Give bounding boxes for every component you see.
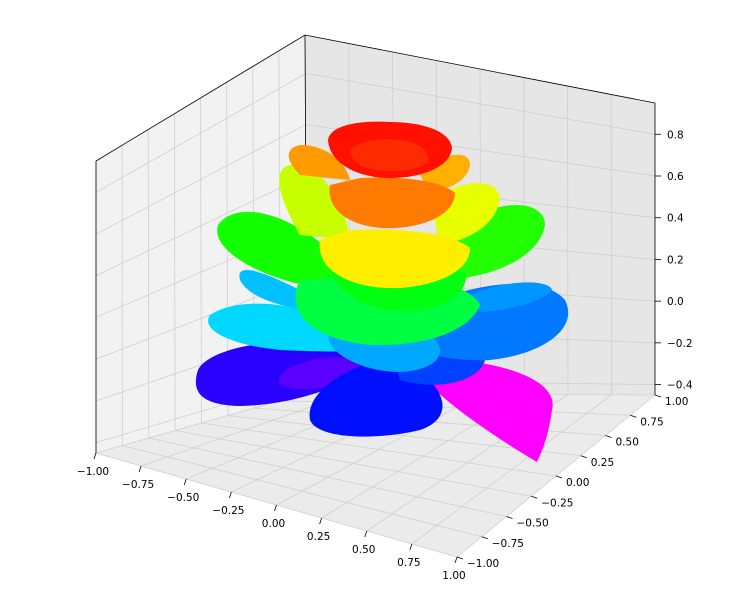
petal-orange-front: [329, 177, 455, 229]
z-axis: −0.4 −0.2 0.0 0.2 0.4 0.6 0.8: [655, 129, 693, 392]
grid-line-y: [175, 430, 532, 497]
petal-red-center: [350, 139, 429, 172]
z-tick-label: 0.0: [667, 296, 684, 308]
x-tick-mark: [228, 491, 232, 499]
petal-blue-right-tip: [470, 282, 552, 312]
x-tick-mark: [138, 465, 142, 473]
y-tick-label: −0.75: [492, 538, 524, 550]
grid-line-y: [201, 422, 557, 477]
grid-line-z-left: [95, 73, 307, 193]
petal-yellow-front: [319, 229, 470, 289]
x-tick-label: 1.00: [442, 570, 465, 582]
x-tick-label: 0.00: [262, 518, 285, 530]
x-tick-label: 0.75: [397, 557, 420, 569]
x-tick-label: 0.25: [307, 531, 330, 543]
x-tick-label: 0.50: [352, 544, 375, 556]
y-tick-label: 0.50: [616, 437, 639, 449]
petal-orange-right: [420, 154, 470, 192]
y-tick-label: 0.00: [566, 477, 589, 489]
z-tick-label: 0.4: [667, 213, 684, 225]
y-tick-mark: [481, 536, 488, 540]
x-tick-mark: [364, 530, 368, 538]
x-tick-mark: [274, 504, 277, 512]
y-tick-mark: [605, 435, 612, 438]
grid-line-x-wall: [567, 85, 569, 395]
grid-line-z-left: [95, 175, 307, 277]
grid-line-y-wall: [173, 113, 176, 431]
z-tick-label: −0.2: [667, 338, 693, 350]
x-tick-label: −1.00: [77, 466, 109, 478]
x-axis: −1.00 −0.75 −0.50 −0.25 0.00 0.25 0.50 0.75 1.00: [77, 452, 466, 582]
x-tick-mark: [319, 517, 323, 525]
grid-line-y: [122, 445, 482, 538]
y-tick-mark: [580, 455, 587, 459]
grid-line-z-left: [95, 124, 307, 235]
y-tick-label: 1.00: [665, 396, 688, 408]
petal-green-left: [217, 211, 340, 290]
petal-orange-left: [288, 145, 350, 180]
z-tick-label: −0.4: [667, 380, 693, 392]
grid-line-y: [148, 437, 507, 517]
y-tick-label: −0.50: [517, 518, 549, 530]
grid-line-z-right: [305, 72, 656, 135]
y-tick-mark: [506, 516, 513, 519]
x-tick-mark: [183, 478, 187, 486]
edge-left-top: [95, 34, 656, 162]
x-tick-label: −0.75: [122, 479, 154, 491]
y-tick-mark: [654, 394, 662, 398]
x-tick-mark: [409, 543, 413, 551]
y-axis: −1.00 −0.75 −0.50 −0.25 0.000.250.500.751.00: [456, 394, 688, 570]
grid-line-y-wall: [147, 129, 150, 439]
z-tick-label: 0.8: [667, 129, 684, 141]
x-tick-mark: [454, 556, 458, 564]
y-tick-mark: [456, 556, 464, 560]
x-tick-mark: [93, 452, 97, 460]
y-tick-label: −1.00: [467, 558, 499, 570]
y-tick-label: 0.75: [640, 416, 663, 428]
petal-yellow-left: [279, 164, 350, 240]
z-tick-label: 0.6: [667, 171, 684, 183]
z-tick-label: 0.2: [667, 254, 684, 266]
y-tick-label: 0.25: [591, 457, 614, 469]
y-tick-mark: [630, 414, 637, 418]
y-tick-mark: [531, 495, 538, 499]
y-tick-label: −0.25: [541, 497, 573, 509]
x-tick-label: −0.50: [167, 492, 199, 504]
x-tick-label: −0.25: [212, 505, 244, 517]
y-tick-mark: [555, 475, 563, 479]
petal-magenta: [430, 360, 553, 462]
surface-plot: [195, 121, 569, 462]
